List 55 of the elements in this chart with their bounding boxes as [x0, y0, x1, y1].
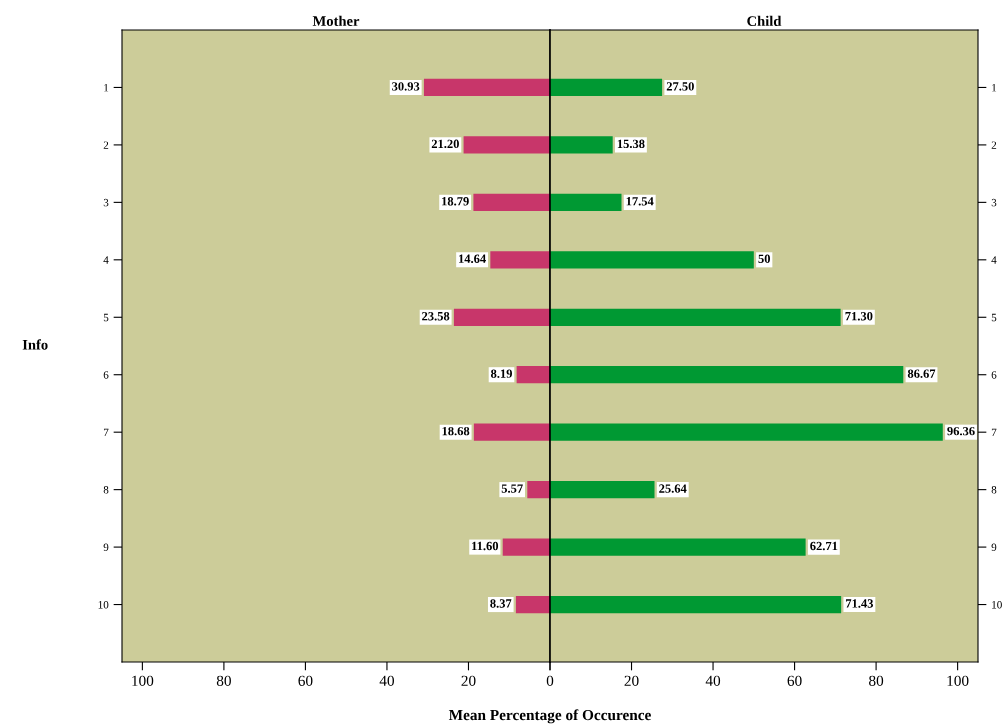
data-label: 8.37	[490, 599, 512, 608]
x-tick-label: 60	[787, 675, 802, 686]
data-label: 23.58	[422, 311, 450, 321]
x-tick-label: 60	[298, 675, 313, 686]
y-tick-label: 3	[103, 198, 109, 207]
y-tick-label: 1	[992, 83, 997, 92]
data-label: 27.50	[666, 82, 694, 91]
data-label: 86.67	[907, 369, 936, 378]
x-tick-label: 80	[216, 675, 231, 686]
data-label: 11.60	[472, 541, 499, 551]
data-label: 96.36	[947, 426, 975, 436]
y-tick-label: 6	[103, 371, 109, 379]
x-tick-label: 20	[624, 675, 639, 686]
y-tick-label: 4	[991, 256, 997, 264]
data-label: 5.57	[501, 484, 523, 493]
y-tick-label: 8	[991, 486, 997, 494]
data-label: 30.93	[392, 82, 420, 91]
x-tick-label: 40	[379, 675, 395, 686]
y-tick-label: 3	[991, 198, 997, 207]
data-label: 71.43	[846, 599, 874, 608]
y-tick-label: 10	[992, 601, 1002, 609]
y-tick-label: 8	[103, 486, 109, 494]
y-tick-label: 2	[103, 141, 109, 149]
y-tick-label: 10	[98, 601, 109, 609]
y-tick-label: 5	[991, 313, 997, 322]
data-label: 25.64	[659, 484, 687, 493]
chart-title: Mother	[312, 15, 360, 26]
data-label: 62.71	[810, 541, 838, 551]
data-label: 18.68	[442, 426, 470, 436]
x-tick-label: 80	[869, 675, 884, 686]
data-label: 50	[758, 254, 770, 263]
y-tick-label: 6	[991, 371, 997, 379]
x-tick-label: 0	[546, 675, 554, 686]
y-tick-label: 5	[103, 313, 109, 322]
x-tick-label: 20	[461, 675, 476, 686]
x-tick-label: 100	[947, 675, 969, 686]
data-label: 15.38	[617, 139, 645, 149]
data-label: 18.79	[442, 197, 469, 206]
y-tick-label: 1	[104, 83, 109, 92]
y-tick-label: 7	[103, 428, 109, 437]
chart-title: Child	[747, 15, 782, 26]
x-tick-label: 100	[132, 675, 154, 686]
data-label: 17.54	[626, 197, 654, 206]
data-label: 8.19	[490, 369, 512, 378]
data-label: 71.30	[845, 311, 873, 321]
y-tick-label: 9	[991, 543, 997, 552]
x-axis-title: Mean Percentage of Occurence	[448, 709, 651, 724]
y-tick-label: 4	[103, 256, 109, 264]
data-label: 14.64	[459, 254, 486, 263]
y-tick-label: 7	[991, 428, 997, 437]
data-label: 21.20	[431, 139, 459, 149]
y-axis-title: Info	[22, 339, 48, 350]
x-tick-label: 40	[705, 675, 721, 686]
y-tick-label: 2	[991, 141, 997, 149]
y-tick-label: 9	[103, 543, 109, 552]
